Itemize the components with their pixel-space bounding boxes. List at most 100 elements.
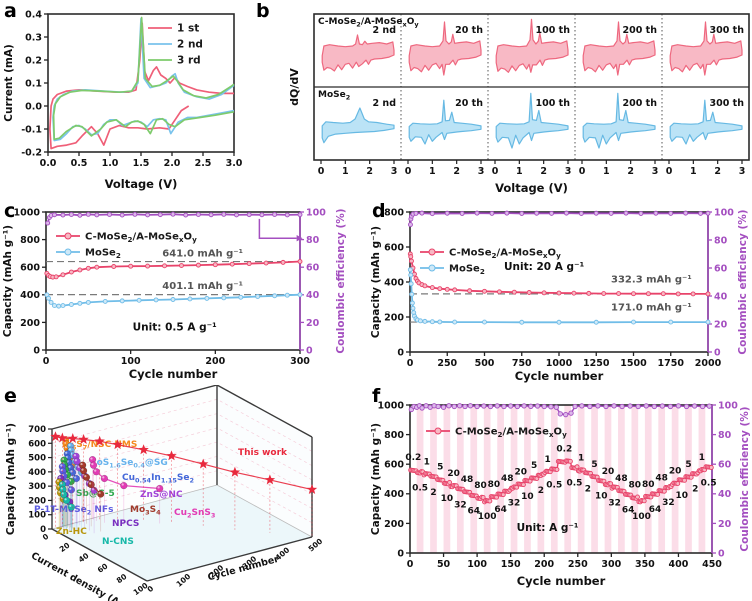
svg-text:20 th: 20 th bbox=[455, 25, 483, 36]
svg-text:1000: 1000 bbox=[378, 400, 405, 411]
svg-text:200 th: 200 th bbox=[623, 98, 658, 109]
svg-text:Unit: 20 A g⁻¹: Unit: 20 A g⁻¹ bbox=[504, 261, 585, 273]
panel-c-label: c bbox=[4, 200, 16, 222]
svg-text:N-CNS: N-CNS bbox=[102, 537, 134, 547]
svg-text:20: 20 bbox=[447, 469, 460, 479]
svg-text:100: 100 bbox=[467, 559, 487, 570]
svg-text:0: 0 bbox=[43, 356, 50, 367]
svg-text:200: 200 bbox=[205, 356, 225, 367]
svg-text:80: 80 bbox=[714, 235, 728, 246]
svg-text:1: 1 bbox=[578, 453, 584, 463]
svg-text:2000: 2000 bbox=[695, 358, 722, 369]
svg-text:100 th: 100 th bbox=[536, 25, 571, 36]
svg-text:250: 250 bbox=[437, 358, 457, 369]
svg-text:100: 100 bbox=[632, 512, 651, 522]
svg-text:Cycle number: Cycle number bbox=[517, 574, 606, 588]
svg-text:20 th: 20 th bbox=[455, 98, 483, 109]
svg-text:Capacity (mAh g⁻¹): Capacity (mAh g⁻¹) bbox=[370, 226, 382, 338]
svg-text:500: 500 bbox=[28, 454, 46, 464]
svg-text:ZnS@NC: ZnS@NC bbox=[140, 490, 183, 500]
panel-a-label: a bbox=[4, 0, 17, 22]
svg-text:1: 1 bbox=[544, 455, 550, 465]
svg-text:1000: 1000 bbox=[14, 207, 41, 218]
svg-text:200: 200 bbox=[534, 559, 554, 570]
svg-text:2: 2 bbox=[430, 488, 436, 498]
svg-text:MoSe2: MoSe2 bbox=[449, 264, 485, 277]
svg-text:1: 1 bbox=[699, 453, 705, 463]
svg-text:100: 100 bbox=[306, 207, 326, 218]
panel-f-label: f bbox=[372, 385, 381, 407]
svg-text:C-MoSe2/A-MoSexOy: C-MoSe2/A-MoSexOy bbox=[455, 427, 567, 440]
svg-text:350: 350 bbox=[635, 559, 655, 570]
svg-text:0: 0 bbox=[714, 347, 721, 358]
svg-text:10: 10 bbox=[595, 491, 608, 501]
svg-text:2 nd: 2 nd bbox=[177, 39, 203, 51]
svg-text:0.0: 0.0 bbox=[40, 158, 57, 169]
svg-text:Cycle number: Cycle number bbox=[515, 369, 604, 383]
panel-a: a 0.0 0.5 1.0 1.5 2.0 2.5 3.0 -0.2 -0.1 0.0 0.1 0.2… bbox=[0, 0, 252, 200]
svg-text:2: 2 bbox=[692, 484, 698, 494]
svg-text:1: 1 bbox=[342, 166, 349, 177]
svg-text:100 th: 100 th bbox=[536, 98, 571, 109]
svg-text:1: 1 bbox=[516, 166, 523, 177]
svg-text:48: 48 bbox=[501, 474, 514, 484]
svg-text:C-MoSe2/A-MoSexOy: C-MoSe2/A-MoSexOy bbox=[449, 248, 561, 261]
svg-text:400: 400 bbox=[384, 277, 404, 288]
svg-text:0: 0 bbox=[397, 347, 404, 358]
panel-e: e 0 100 200 300 400 500 600 700 0 20 40 60 80 100 0 100… bbox=[0, 385, 368, 601]
svg-text:CoS1.6Se0.4@SG: CoS1.6Se0.4@SG bbox=[90, 458, 168, 469]
svg-text:0.5: 0.5 bbox=[701, 478, 717, 488]
svg-text:64: 64 bbox=[494, 505, 507, 515]
svg-text:20: 20 bbox=[514, 468, 527, 478]
svg-text:3: 3 bbox=[739, 166, 746, 177]
svg-text:60: 60 bbox=[714, 263, 728, 274]
svg-text:200: 200 bbox=[20, 318, 40, 329]
svg-text:200: 200 bbox=[28, 496, 46, 506]
svg-text:600: 600 bbox=[384, 242, 404, 253]
svg-text:P-1T-MoSe2 NFs: P-1T-MoSe2 NFs bbox=[34, 505, 113, 516]
svg-text:400: 400 bbox=[669, 559, 689, 570]
svg-text:80: 80 bbox=[306, 235, 320, 246]
svg-text:20: 20 bbox=[669, 467, 682, 477]
svg-text:32: 32 bbox=[662, 498, 675, 508]
svg-text:Mo3S4: Mo3S4 bbox=[130, 505, 161, 516]
svg-text:200: 200 bbox=[384, 312, 404, 323]
svg-text:Coulombic efficiency (%): Coulombic efficiency (%) bbox=[737, 209, 749, 354]
svg-text:C-MoSe2/A-MoSexOy: C-MoSe2/A-MoSexOy bbox=[318, 17, 419, 28]
svg-text:100: 100 bbox=[478, 512, 497, 522]
svg-text:300: 300 bbox=[601, 559, 621, 570]
svg-text:Cu2SnS3: Cu2SnS3 bbox=[174, 508, 215, 519]
svg-text:Coulombic efficiency (%): Coulombic efficiency (%) bbox=[739, 406, 751, 551]
svg-text:Capacity (mAh g⁻¹): Capacity (mAh g⁻¹) bbox=[5, 423, 17, 535]
svg-text:80: 80 bbox=[629, 481, 642, 491]
svg-text:Sb@C-5: Sb@C-5 bbox=[76, 489, 115, 499]
svg-text:32: 32 bbox=[608, 499, 621, 509]
svg-text:2: 2 bbox=[585, 484, 591, 494]
svg-text:Voltage (V): Voltage (V) bbox=[105, 177, 178, 191]
svg-text:40: 40 bbox=[714, 291, 728, 302]
svg-text:0: 0 bbox=[33, 345, 40, 356]
svg-text:1750: 1750 bbox=[658, 358, 685, 369]
svg-text:3: 3 bbox=[652, 166, 659, 177]
svg-text:600: 600 bbox=[384, 460, 404, 471]
svg-text:0: 0 bbox=[718, 548, 725, 559]
svg-text:400: 400 bbox=[384, 489, 404, 500]
svg-text:0.5: 0.5 bbox=[566, 478, 582, 488]
svg-text:48: 48 bbox=[615, 474, 628, 484]
svg-text:32: 32 bbox=[454, 500, 467, 510]
svg-text:0.4: 0.4 bbox=[25, 9, 42, 20]
svg-text:1: 1 bbox=[424, 457, 430, 467]
svg-text:0: 0 bbox=[579, 166, 586, 177]
svg-text:1.0: 1.0 bbox=[102, 158, 119, 169]
dqdv-chart: 2 nd 20 th 100 th 200 th 300 th C-MoSe2/A-MoS… bbox=[288, 13, 750, 195]
svg-text:500: 500 bbox=[307, 537, 325, 554]
svg-text:3: 3 bbox=[565, 166, 572, 177]
svg-text:60: 60 bbox=[306, 263, 320, 274]
svg-text:This work: This work bbox=[238, 448, 288, 458]
svg-text:0.2: 0.2 bbox=[25, 55, 42, 66]
svg-text:MoSe2: MoSe2 bbox=[85, 248, 121, 261]
svg-text:MoSe2: MoSe2 bbox=[318, 90, 350, 101]
svg-text:150: 150 bbox=[501, 559, 521, 570]
